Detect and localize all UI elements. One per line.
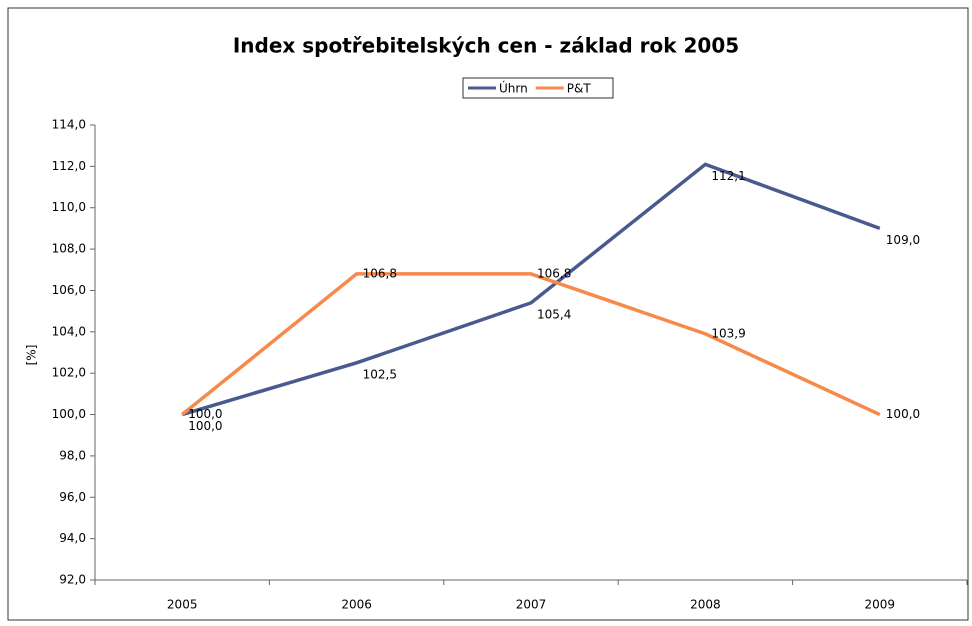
x-tick-label: 2005	[167, 598, 198, 612]
x-tick-label: 2006	[341, 598, 372, 612]
chart-title: Index spotřebitelských cen - základ rok …	[233, 34, 739, 58]
y-tick-label: 110,0	[52, 200, 86, 214]
y-tick-label: 94,0	[59, 531, 86, 545]
y-tick-label: 112,0	[52, 159, 86, 173]
data-label: 102,5	[363, 367, 397, 381]
data-label: 100,0	[188, 419, 222, 433]
y-tick-label: 102,0	[52, 366, 86, 380]
y-tick-label: 96,0	[59, 490, 86, 504]
x-tick-label: 2008	[690, 598, 721, 612]
data-label: 100,0	[188, 407, 222, 421]
legend-label: Úhrn	[499, 81, 528, 96]
data-label: 109,0	[886, 233, 920, 247]
y-tick-label: 100,0	[52, 407, 86, 421]
data-label: 112,1	[711, 169, 745, 183]
data-label: 106,8	[363, 266, 397, 280]
y-tick-label: 98,0	[59, 448, 86, 462]
x-tick-label: 2007	[516, 598, 547, 612]
y-tick-label: 92,0	[59, 573, 86, 587]
y-tick-label: 114,0	[52, 118, 86, 132]
series-line	[181, 162, 881, 417]
data-label: 106,8	[537, 266, 571, 280]
chart-frame	[7, 7, 969, 621]
y-tick-label: 108,0	[52, 242, 86, 256]
y-axis-label: [%]	[25, 345, 39, 366]
legend-label: P&T	[567, 82, 592, 96]
data-label: 105,4	[537, 307, 571, 321]
data-label: 100,0	[886, 407, 920, 421]
x-tick-label: 2009	[865, 598, 896, 612]
series-line	[181, 272, 881, 417]
y-tick-label: 104,0	[52, 324, 86, 338]
y-tick-label: 106,0	[52, 283, 86, 297]
data-label: 103,9	[711, 326, 745, 340]
